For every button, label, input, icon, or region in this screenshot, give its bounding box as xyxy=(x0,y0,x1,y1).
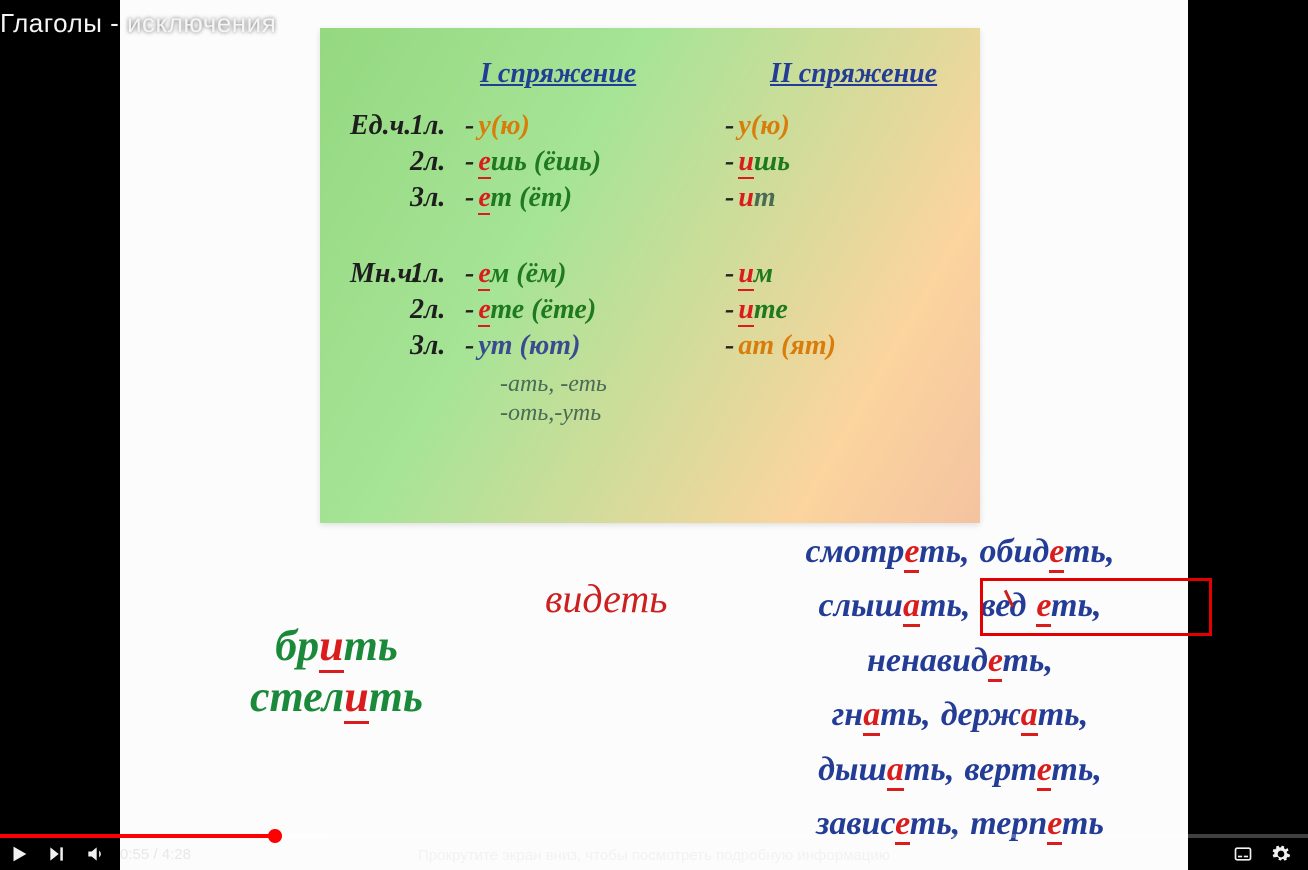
play-icon xyxy=(8,843,30,865)
cell-3s-b: -ит xyxy=(725,182,945,214)
info-message: Прокрутите экран вниз, чтобы посмотреть … xyxy=(418,847,890,864)
gear-icon xyxy=(1271,844,1291,864)
cell-1s-a: -у(ю) xyxy=(465,110,725,142)
person-label: 2л. xyxy=(410,294,465,326)
cell-1p-a: -ем (ём) xyxy=(465,258,725,290)
cell-3s-a: -ет (ёт) xyxy=(465,182,725,214)
plural-block: Мн.ч. 1л. -ем (ём) -им 2л. -ете (ёте) -и… xyxy=(350,258,950,362)
cell-2s-b: -ишь xyxy=(725,146,945,178)
settings-button[interactable] xyxy=(1262,838,1300,870)
video-frame: I спряжение II спряжение Ед.ч. 1л. -у(ю)… xyxy=(120,0,1188,870)
person-label: 1л. xyxy=(410,110,465,142)
time-display: 0:55 / 4:28 xyxy=(120,846,191,863)
video-title: Глаголы - исключения xyxy=(0,8,276,39)
play-button[interactable] xyxy=(0,838,38,870)
next-button[interactable] xyxy=(38,838,76,870)
label-plural: Мн.ч. xyxy=(350,258,410,290)
next-icon xyxy=(47,844,67,864)
label-singular: Ед.ч. xyxy=(350,110,410,142)
left-exceptions: брить стелить xyxy=(250,620,423,722)
person-label: 3л. xyxy=(410,182,465,214)
header-conj-1: I спряжение xyxy=(480,58,740,90)
cell-2p-a: -ете (ёте) xyxy=(465,294,725,326)
right-controls xyxy=(1224,838,1300,870)
volume-icon xyxy=(85,844,105,864)
subtitles-icon xyxy=(1233,844,1253,864)
correction-highlight-box xyxy=(980,578,1212,636)
singular-block: Ед.ч. 1л. -у(ю) -у(ю) 2л. -ешь (ёшь) -иш… xyxy=(350,110,950,214)
video-player: Глаголы - исключения I спряжение II спря… xyxy=(0,0,1308,870)
conjugation-panel: I спряжение II спряжение Ед.ч. 1л. -у(ю)… xyxy=(320,28,980,523)
cell-2p-b: -ите xyxy=(725,294,945,326)
subtitles-button[interactable] xyxy=(1224,838,1262,870)
header-conj-2: II спряжение xyxy=(770,58,937,90)
cell-1p-b: -им xyxy=(725,258,945,290)
person-label: 1л. xyxy=(410,258,465,290)
cell-3p-a: -ут (ют) xyxy=(465,330,725,362)
person-label: 3л. xyxy=(410,330,465,362)
cell-3p-b: -ат (ят) xyxy=(725,330,945,362)
right-exceptions: смотреть,обидеть,слышать,ведеть,ненавиде… xyxy=(730,525,1200,851)
person-label: 2л. xyxy=(410,146,465,178)
cell-2s-a: -ешь (ёшь) xyxy=(465,146,725,178)
footer-suffixes: -ать, -еть -оть,-уть xyxy=(500,370,950,428)
cell-1s-b: -у(ю) xyxy=(725,110,945,142)
handwritten-correction: видеть xyxy=(545,575,667,622)
volume-button[interactable] xyxy=(76,838,114,870)
